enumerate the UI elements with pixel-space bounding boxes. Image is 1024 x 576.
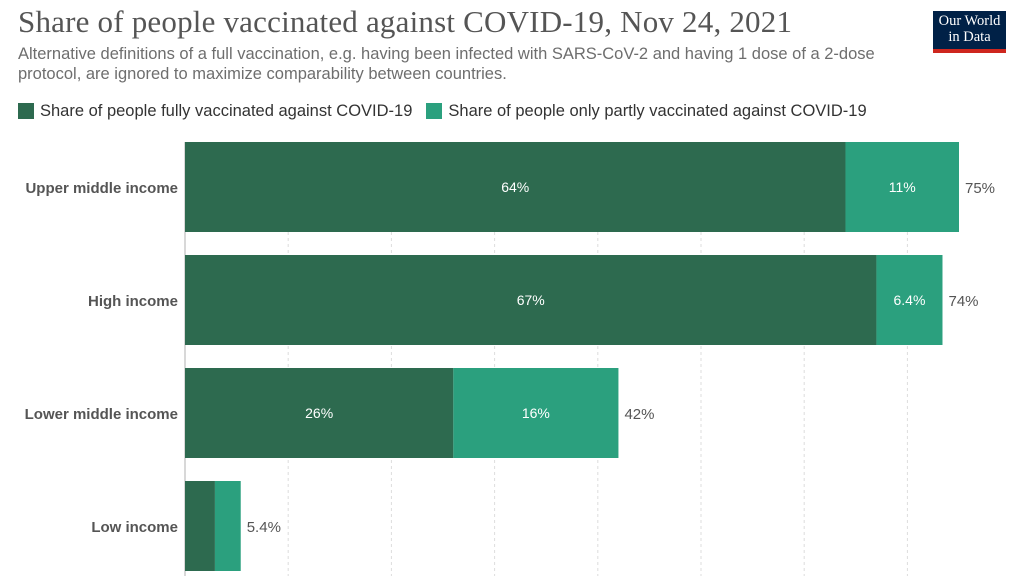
total-label: 42%: [624, 406, 654, 423]
category-label: Upper middle income: [25, 180, 178, 197]
bar-fully-vaccinated[interactable]: [185, 255, 877, 345]
total-label: 74%: [948, 293, 978, 310]
bar-value-label: 64%: [501, 179, 529, 195]
category-label: Low income: [91, 519, 178, 536]
legend: Share of people fully vaccinated against…: [18, 100, 881, 122]
chart-subtitle: Alternative definitions of a full vaccin…: [18, 45, 875, 83]
bar-fully-vaccinated[interactable]: [185, 142, 846, 232]
bar-value-label: 6.4%: [894, 292, 926, 308]
bar-value-label: 67%: [517, 292, 545, 308]
category-label: High income: [88, 293, 178, 310]
bar-partly-vaccinated[interactable]: [845, 142, 959, 232]
legend-item-fully[interactable]: Share of people fully vaccinated against…: [18, 102, 412, 121]
bar-value-label: 26%: [305, 405, 333, 421]
legend-swatch-fully: [18, 103, 34, 119]
bar-value-label: 16%: [522, 405, 550, 421]
total-label: 5.4%: [247, 519, 281, 536]
legend-label-fully: Share of people fully vaccinated against…: [40, 101, 413, 120]
chart-title: Share of people vaccinated against COVID…: [18, 4, 793, 39]
legend-item-partly[interactable]: Share of people only partly vaccinated a…: [426, 101, 867, 121]
bar-partly-vaccinated[interactable]: [214, 481, 241, 571]
legend-label-partly: Share of people only partly vaccinated a…: [448, 101, 867, 120]
legend-swatch-partly: [426, 103, 443, 119]
bar-partly-vaccinated[interactable]: [876, 255, 943, 345]
total-label: 75%: [965, 180, 995, 197]
logo-line-2: in Data: [948, 29, 991, 45]
category-label: Lower middle income: [25, 406, 178, 423]
bar-value-label: 11%: [889, 179, 916, 195]
logo-line-1: Our World: [938, 13, 1001, 29]
owid-logo[interactable]: Our World in Data: [933, 11, 1006, 53]
bar-fully-vaccinated[interactable]: [185, 481, 215, 571]
bar-fully-vaccinated[interactable]: [185, 368, 454, 458]
bar-partly-vaccinated[interactable]: [453, 368, 619, 458]
